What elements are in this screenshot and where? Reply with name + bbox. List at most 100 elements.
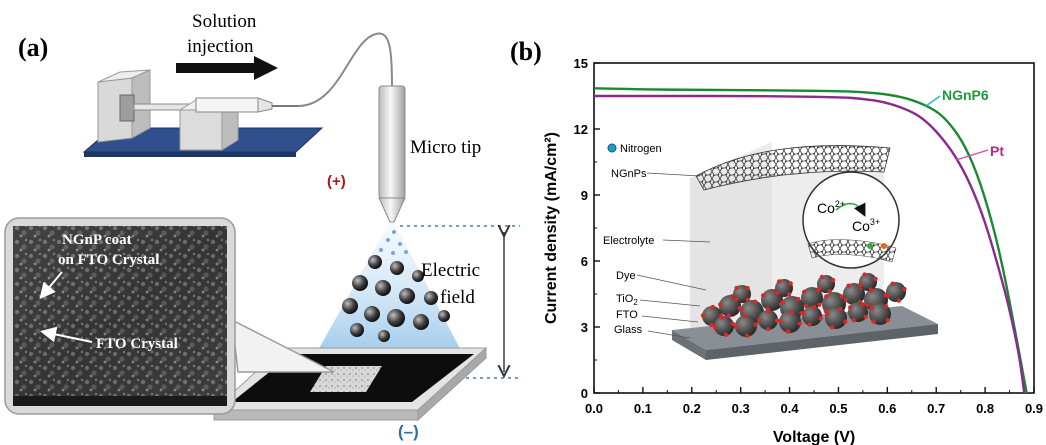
inset-electrolyte-label: Electrolyte xyxy=(603,235,654,247)
dye-molecule xyxy=(766,308,771,314)
dye-molecule xyxy=(819,274,825,280)
tio2-particle xyxy=(843,283,865,305)
dye-molecule xyxy=(863,314,868,320)
electric-field-marker xyxy=(400,226,520,379)
dye-molecule xyxy=(818,316,823,321)
dye-molecule xyxy=(730,321,735,326)
dye-molecule xyxy=(824,311,830,317)
y-tick-label: 12 xyxy=(574,122,588,137)
dye-molecule xyxy=(827,289,832,294)
tio2-particle xyxy=(817,275,835,293)
tio2-particle xyxy=(714,316,734,336)
dye-molecule xyxy=(896,298,902,303)
dye-molecule xyxy=(885,293,890,298)
dye-molecule xyxy=(777,318,783,324)
dye-molecule xyxy=(734,285,739,291)
dye-molecule xyxy=(817,302,822,307)
tio2-particle xyxy=(735,315,757,337)
y-tick-label: 6 xyxy=(581,254,588,269)
sem-label-ngnp-coat-2: on FTO Crystal xyxy=(58,252,159,268)
inset-co3-label: Co3+ xyxy=(852,217,880,234)
series-label-pt: Pt xyxy=(990,143,1004,159)
x-tick-label: 0.1 xyxy=(634,401,652,416)
dye-molecule xyxy=(843,297,849,302)
dye-molecule xyxy=(712,325,718,330)
syringe-pump xyxy=(82,69,324,157)
feed-tube xyxy=(297,32,393,107)
dye-molecule xyxy=(797,321,802,326)
y-tick-label: 9 xyxy=(581,188,588,203)
dye-molecule xyxy=(775,290,780,296)
y-axis-title: Current density (mA/cm²) xyxy=(543,132,560,324)
tio2-particle xyxy=(758,310,778,330)
dye-molecule xyxy=(807,322,812,327)
electric-field-label-2: field xyxy=(440,287,475,308)
dye-molecule xyxy=(885,318,890,323)
solution-injection-label-2: injection xyxy=(187,36,254,57)
dye-molecule xyxy=(802,289,807,295)
panel-a-label: (a) xyxy=(18,33,48,62)
dye-molecule xyxy=(733,297,739,302)
spray-droplets xyxy=(342,230,450,342)
sem-label-ngnp-coat-1: NGnP coat xyxy=(62,232,132,248)
panel-a: (a) Solution injection xyxy=(4,11,520,441)
tio2-particle xyxy=(869,303,891,325)
positive-terminal-label: (+) xyxy=(327,173,346,190)
dye-molecule xyxy=(839,294,844,299)
dye-molecule xyxy=(719,315,724,320)
y-tick-label: 0 xyxy=(581,386,588,401)
dye-molecule xyxy=(803,303,809,309)
dye-molecule xyxy=(868,287,874,292)
dye-molecule xyxy=(789,309,794,315)
inset-ngnps-label: NGnPs xyxy=(611,168,647,180)
dye-molecule xyxy=(851,317,856,323)
tio2-particle xyxy=(848,302,868,322)
series-leader-pt xyxy=(955,149,989,161)
dye-molecule xyxy=(873,276,878,282)
dye-molecule xyxy=(744,333,750,339)
dye-molecule xyxy=(816,286,822,291)
tio2-particle xyxy=(859,273,877,291)
dye-molecule xyxy=(801,310,806,316)
dye-molecule xyxy=(718,302,723,307)
inset-dye-label: Dye xyxy=(616,270,636,282)
dye-molecule xyxy=(729,294,735,299)
dye-molecule xyxy=(795,296,801,302)
dye-molecule xyxy=(785,329,791,334)
dye-molecule xyxy=(858,282,863,287)
y-tick-label: 15 xyxy=(574,56,588,71)
sem-label-fto-crystal: FTO Crystal xyxy=(96,336,178,352)
x-tick-label: 0.8 xyxy=(976,401,994,416)
series-line-ngnp6 xyxy=(593,87,1028,394)
x-tick-label: 0.0 xyxy=(585,401,603,416)
dye-molecule xyxy=(838,306,843,312)
inset-co2-label: Co2+ xyxy=(817,199,845,216)
dye-molecule xyxy=(786,292,792,297)
dye-molecule xyxy=(780,299,786,305)
x-tick-label: 0.4 xyxy=(781,401,800,416)
dye-molecule xyxy=(723,332,729,337)
dssc-inset: Co2+ Co3+ Nitrogen NGnPs Electrolyte Dye… xyxy=(603,142,938,360)
sem-callout: NGnP coat on FTO Crystal FTO Crystal xyxy=(4,217,335,415)
dye-molecule xyxy=(777,279,782,284)
dye-molecule xyxy=(830,277,836,283)
inset-glass-label: Glass xyxy=(614,324,643,336)
inset-nitrogen-label: Nitrogen xyxy=(620,143,662,155)
dye-molecule xyxy=(902,286,907,292)
dye-molecule xyxy=(883,303,889,309)
micro-tip xyxy=(378,85,406,223)
x-axis-title: Voltage (V) xyxy=(773,429,855,445)
series-line-pt xyxy=(593,94,1026,394)
x-tick-label: 0.3 xyxy=(732,401,750,416)
x-tick-label: 0.2 xyxy=(683,401,701,416)
dye-molecule xyxy=(774,318,780,323)
inset-fto-label: FTO xyxy=(616,309,638,321)
x-tick-label: 0.9 xyxy=(1025,401,1043,416)
spray-cone xyxy=(308,222,470,368)
dye-molecule xyxy=(843,319,848,324)
dye-molecule xyxy=(760,293,766,298)
y-tick-label: 3 xyxy=(581,320,588,335)
series-leader-ngnp6 xyxy=(925,95,941,107)
dye-molecule xyxy=(848,305,853,310)
x-tick-label: 0.7 xyxy=(927,401,945,416)
